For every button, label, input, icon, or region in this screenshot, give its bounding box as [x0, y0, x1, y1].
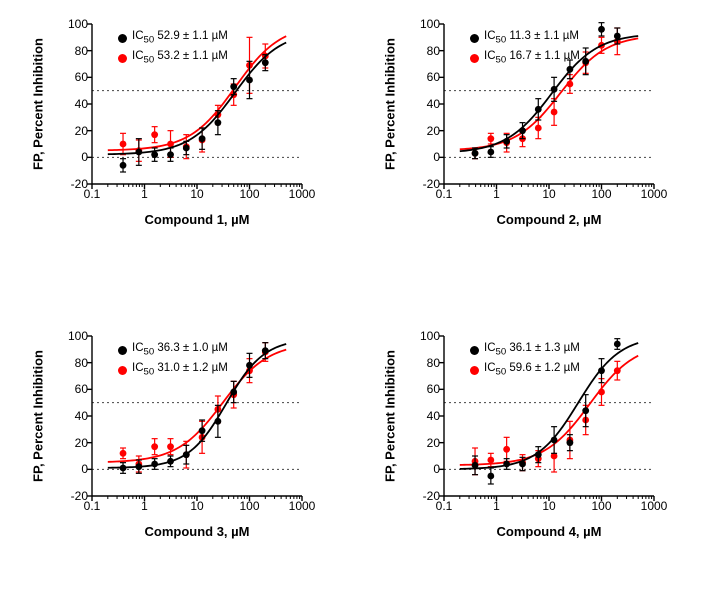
legend-text: IC50 16.7 ± 1.1 µM [484, 48, 580, 68]
data-point [566, 81, 573, 88]
legend: IC50 36.3 ± 1.0 µMIC50 31.0 ± 1.2 µM [118, 340, 228, 381]
x-axis-label: Compound 3, µM [92, 524, 302, 539]
legend-text: IC50 53.2 ± 1.1 µM [132, 48, 228, 68]
data-point [135, 463, 142, 470]
x-axis-label: Compound 1, µM [92, 212, 302, 227]
data-point [614, 367, 621, 374]
legend-text: IC50 36.1 ± 1.3 µM [484, 340, 580, 360]
data-point [151, 131, 158, 138]
legend-marker-icon [118, 54, 127, 63]
data-point [566, 439, 573, 446]
legend-row: IC50 52.9 ± 1.1 µM [118, 28, 228, 48]
data-point [614, 33, 621, 40]
legend-row: IC50 16.7 ± 1.1 µM [470, 48, 580, 68]
data-point [135, 149, 142, 156]
data-point [183, 451, 190, 458]
data-point [487, 473, 494, 480]
data-point [551, 109, 558, 116]
data-point [503, 446, 510, 453]
legend-marker-icon [118, 346, 127, 355]
legend: IC50 36.1 ± 1.3 µMIC50 59.6 ± 1.2 µM [470, 340, 580, 381]
data-point [199, 427, 206, 434]
data-point [230, 389, 237, 396]
data-point [230, 83, 237, 90]
data-point [487, 149, 494, 156]
data-point [262, 347, 269, 354]
legend-text: IC50 36.3 ± 1.0 µM [132, 340, 228, 360]
data-point [582, 407, 589, 414]
legend-marker-icon [470, 54, 479, 63]
data-point [183, 145, 190, 152]
x-axis-label: Compound 2, µM [444, 212, 654, 227]
data-point [167, 443, 174, 450]
legend-text: IC50 52.9 ± 1.1 µM [132, 28, 228, 48]
legend: IC50 11.3 ± 1.1 µMIC50 16.7 ± 1.1 µM [470, 28, 580, 69]
legend-marker-icon [118, 366, 127, 375]
data-point [120, 450, 127, 457]
data-point [582, 58, 589, 65]
data-point [246, 362, 253, 369]
data-point [598, 389, 605, 396]
legend-marker-icon [470, 34, 479, 43]
data-point [472, 462, 479, 469]
data-point [503, 138, 510, 145]
panel-compound-4: FP, Percent InhibitionCompound 4, µM-200… [392, 326, 672, 546]
data-point [487, 135, 494, 142]
legend-marker-icon [470, 346, 479, 355]
panel-compound-2: FP, Percent InhibitionCompound 2, µM-200… [392, 14, 672, 234]
data-point [214, 418, 221, 425]
data-point [598, 367, 605, 374]
legend-row: IC50 53.2 ± 1.1 µM [118, 48, 228, 68]
data-point [151, 461, 158, 468]
legend-text: IC50 59.6 ± 1.2 µM [484, 360, 580, 380]
data-point [472, 150, 479, 157]
data-point [262, 59, 269, 66]
x-axis-label: Compound 4, µM [444, 524, 654, 539]
data-point [151, 443, 158, 450]
data-point [120, 141, 127, 148]
data-point [598, 26, 605, 33]
legend-text: IC50 31.0 ± 1.2 µM [132, 360, 228, 380]
data-point [199, 135, 206, 142]
data-point [120, 465, 127, 472]
data-point [519, 461, 526, 468]
data-point [535, 451, 542, 458]
data-point [120, 162, 127, 169]
legend-text: IC50 11.3 ± 1.1 µM [484, 28, 579, 48]
panel-compound-1: FP, Percent InhibitionCompound 1, µM-200… [40, 14, 320, 234]
data-point [214, 119, 221, 126]
data-point [519, 127, 526, 134]
data-point [614, 341, 621, 348]
legend-row: IC50 31.0 ± 1.2 µM [118, 360, 228, 380]
data-point [167, 458, 174, 465]
legend-row: IC50 36.3 ± 1.0 µM [118, 340, 228, 360]
legend-row: IC50 59.6 ± 1.2 µM [470, 360, 580, 380]
legend-marker-icon [118, 34, 127, 43]
legend-row: IC50 11.3 ± 1.1 µM [470, 28, 580, 48]
data-point [535, 125, 542, 132]
data-point [535, 106, 542, 113]
dose-response-figure: FP, Percent InhibitionCompound 1, µM-200… [0, 0, 708, 605]
data-point [246, 77, 253, 84]
data-point [551, 437, 558, 444]
data-point [503, 461, 510, 468]
legend-row: IC50 36.1 ± 1.3 µM [470, 340, 580, 360]
data-point [487, 457, 494, 464]
panel-compound-3: FP, Percent InhibitionCompound 3, µM-200… [40, 326, 320, 546]
legend: IC50 52.9 ± 1.1 µMIC50 53.2 ± 1.1 µM [118, 28, 228, 69]
data-point [167, 151, 174, 158]
data-point [551, 86, 558, 93]
data-point [151, 151, 158, 158]
legend-marker-icon [470, 366, 479, 375]
